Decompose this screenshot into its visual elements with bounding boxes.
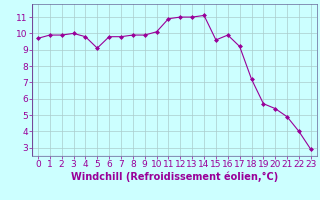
X-axis label: Windchill (Refroidissement éolien,°C): Windchill (Refroidissement éolien,°C) bbox=[71, 172, 278, 182]
